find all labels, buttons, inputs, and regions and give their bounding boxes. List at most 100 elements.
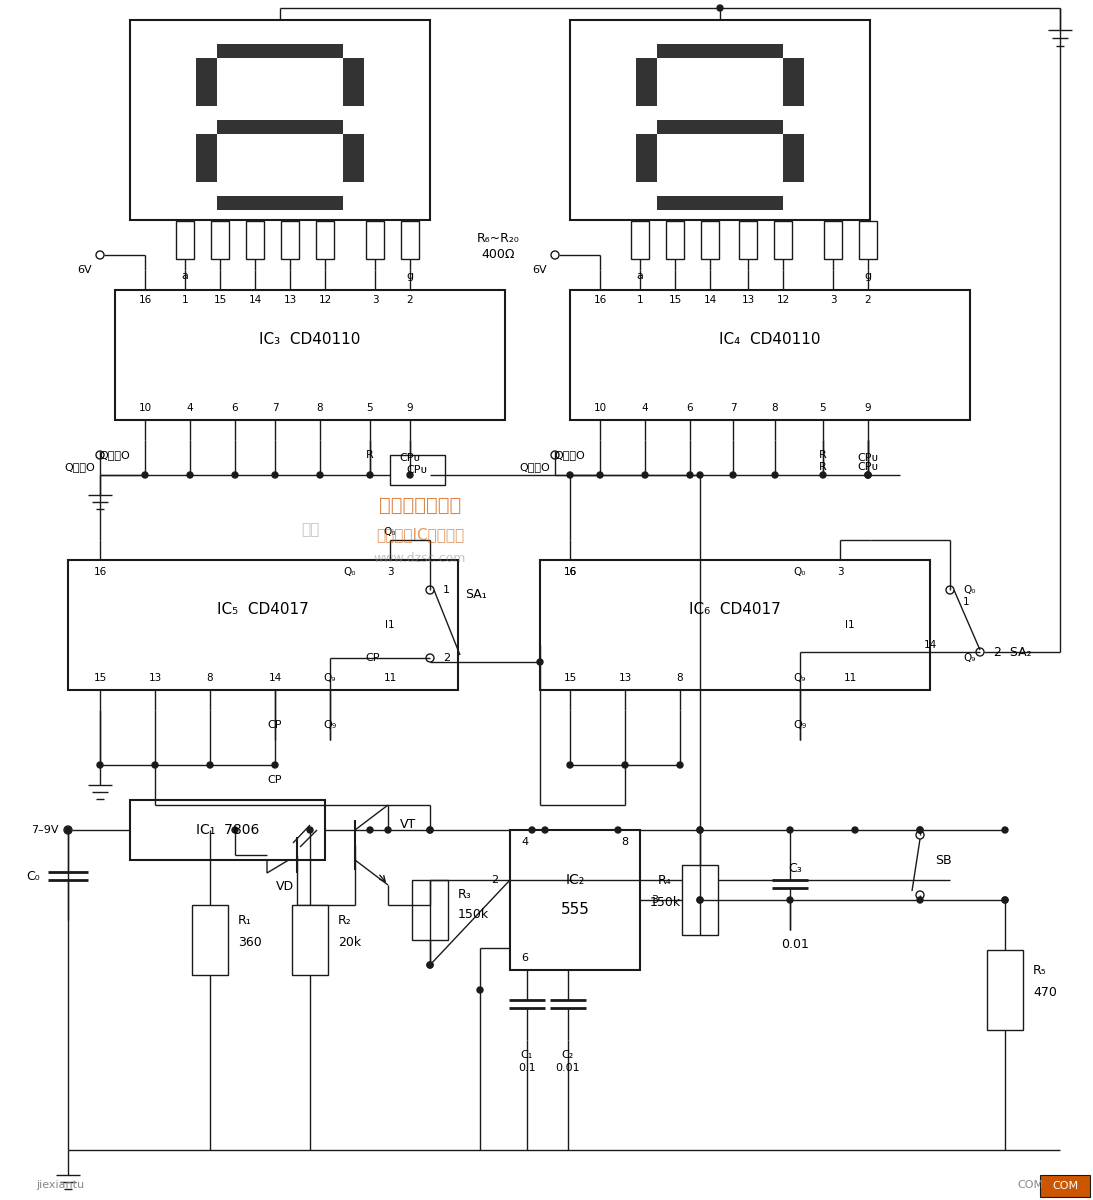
Circle shape [865,472,871,478]
Text: 2: 2 [492,875,498,886]
Text: 1: 1 [637,295,644,305]
Bar [657,120,783,134]
Circle shape [427,827,433,833]
Text: CP: CP [365,653,380,662]
Text: jiexiantu: jiexiantu [36,1180,84,1190]
Text: 15: 15 [669,295,682,305]
Text: 9: 9 [407,403,413,413]
Circle shape [1002,827,1008,833]
Text: 6: 6 [686,403,693,413]
Bar [343,134,364,182]
Text: Q₀: Q₀ [963,584,975,595]
Text: R: R [366,450,374,460]
Text: 8: 8 [772,403,778,413]
Circle shape [622,762,628,768]
Text: 2: 2 [865,295,871,305]
Text: 6: 6 [232,403,238,413]
Circle shape [820,472,826,478]
Bar [115,290,505,420]
Circle shape [697,472,703,478]
Text: a: a [181,271,188,281]
Circle shape [64,827,71,833]
Text: 13: 13 [283,295,296,305]
Text: 16: 16 [93,566,107,577]
Text: Q₀: Q₀ [384,527,397,538]
Circle shape [152,762,158,768]
Bar [130,20,430,220]
Text: R₆~R₂₀: R₆~R₂₀ [477,232,519,245]
Bar [316,221,334,259]
Circle shape [537,659,543,665]
Text: 14: 14 [269,673,282,683]
Circle shape [642,472,648,478]
Circle shape [677,762,683,768]
Bar [218,120,343,134]
Text: 6: 6 [521,953,529,962]
Bar [657,196,783,210]
Text: SA₁: SA₁ [465,588,486,601]
Text: I1: I1 [845,620,855,630]
Circle shape [385,827,391,833]
Text: 8: 8 [677,673,683,683]
Circle shape [772,472,778,478]
Text: VD: VD [275,881,294,894]
Bar [192,905,228,974]
Text: COM: COM [1016,1180,1043,1190]
Circle shape [917,898,922,902]
Bar [859,221,877,259]
Text: 0.01: 0.01 [781,938,809,952]
Text: 杭州: 杭州 [301,522,319,538]
Text: 2: 2 [443,653,450,662]
Bar [196,58,218,106]
Bar [366,221,384,259]
Text: 4: 4 [642,403,648,413]
Text: 16: 16 [563,566,577,577]
Text: CP: CP [268,720,282,730]
Text: 150k: 150k [458,908,490,922]
Text: COM: COM [1051,1181,1078,1190]
Bar [636,58,657,106]
Text: QⲛⲝO: QⲛⲝO [64,462,95,472]
Text: R: R [819,462,827,472]
Bar [1041,1175,1090,1198]
Text: 13: 13 [619,673,632,683]
Text: IC₅  CD4017: IC₅ CD4017 [218,602,309,618]
Text: CP: CP [268,775,282,785]
Text: R: R [819,450,827,460]
Text: 4: 4 [187,403,193,413]
Text: 12: 12 [776,295,789,305]
Circle shape [687,472,693,478]
Text: 7: 7 [730,403,737,413]
Text: Q₀: Q₀ [794,566,807,577]
Text: Q₉: Q₉ [794,673,807,683]
Text: 8: 8 [207,673,213,683]
Text: VT: VT [400,818,416,832]
Text: QⲛⲝO: QⲛⲝO [554,450,586,460]
Text: g: g [865,271,871,281]
Text: 10: 10 [593,403,607,413]
Circle shape [427,827,433,833]
Bar [657,44,783,58]
Circle shape [427,962,433,968]
Text: g: g [407,271,413,281]
Text: 3: 3 [651,895,658,905]
Text: 4: 4 [521,838,529,847]
Circle shape [272,762,278,768]
Text: 13: 13 [149,673,162,683]
Text: CPᴜ: CPᴜ [407,464,427,475]
Text: C₀: C₀ [26,870,40,882]
Circle shape [1002,898,1008,902]
Bar [412,880,448,940]
Text: 20k: 20k [338,936,361,948]
Circle shape [187,472,193,478]
Circle shape [787,898,794,902]
Text: 2  SA₂: 2 SA₂ [994,646,1032,659]
Text: 全球最大IC采购网站: 全球最大IC采购网站 [376,528,465,542]
Circle shape [787,827,794,833]
Bar [783,134,804,182]
Circle shape [232,827,238,833]
Text: 15: 15 [563,673,577,683]
Circle shape [142,472,148,478]
Circle shape [427,962,433,968]
Text: QⲛⲝO: QⲛⲝO [519,462,551,472]
